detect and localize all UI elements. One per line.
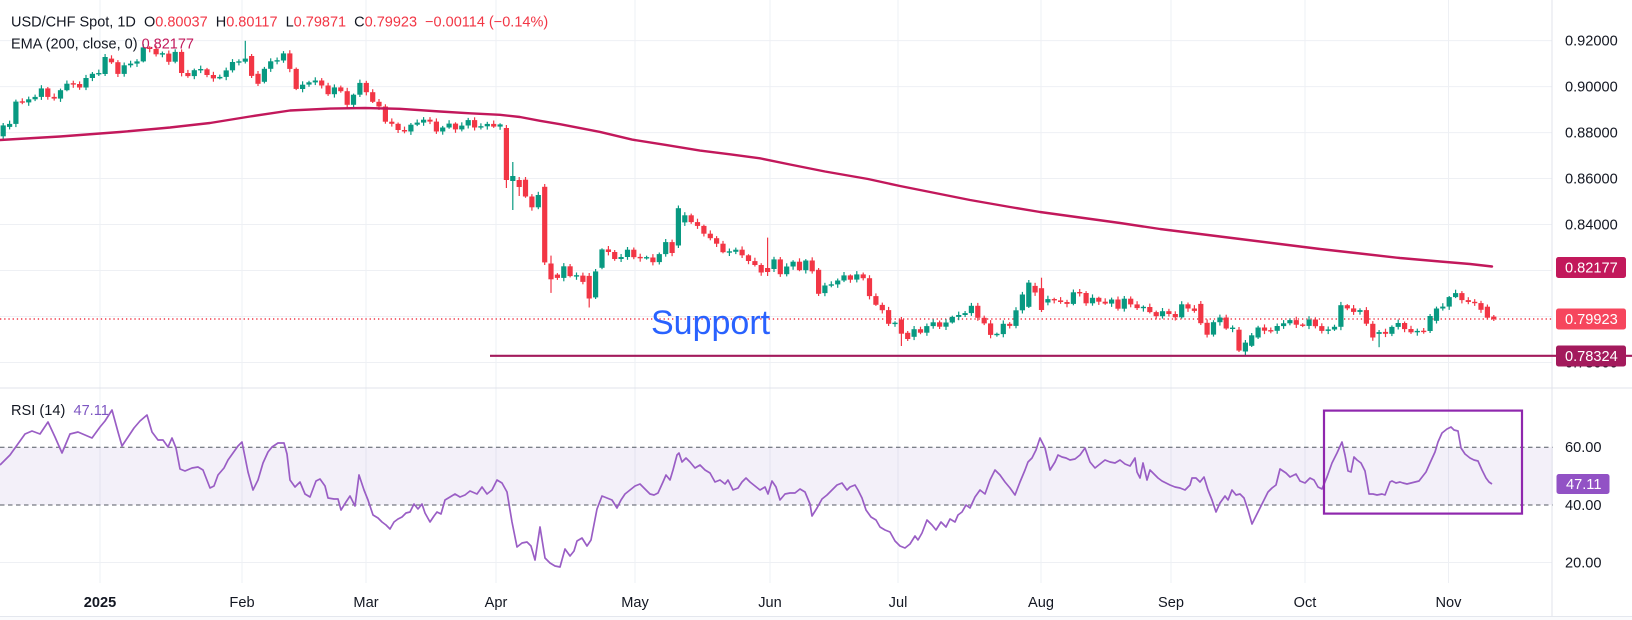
svg-text:Support: Support <box>651 304 771 342</box>
svg-text:Aug: Aug <box>1028 595 1054 611</box>
svg-text:Sep: Sep <box>1158 595 1184 611</box>
svg-text:20.00: 20.00 <box>1565 556 1602 572</box>
svg-text:0.84000: 0.84000 <box>1565 217 1618 233</box>
svg-text:Nov: Nov <box>1436 595 1463 611</box>
svg-text:Mar: Mar <box>353 595 378 611</box>
svg-text:Oct: Oct <box>1294 595 1317 611</box>
svg-text:EMA (200, close, 0) 0.82177: EMA (200, close, 0) 0.82177 <box>11 37 194 53</box>
svg-text:2025: 2025 <box>84 595 116 611</box>
svg-text:0.82177: 0.82177 <box>1565 260 1618 276</box>
svg-text:0.88000: 0.88000 <box>1565 125 1618 141</box>
svg-text:47.11: 47.11 <box>1566 477 1601 493</box>
svg-text:Jul: Jul <box>889 595 908 611</box>
svg-text:Feb: Feb <box>229 595 254 611</box>
svg-text:RSI (14) 47.11: RSI (14) 47.11 <box>11 403 109 419</box>
svg-text:0.86000: 0.86000 <box>1565 171 1618 187</box>
svg-text:0.78324: 0.78324 <box>1565 349 1618 365</box>
svg-text:0.90000: 0.90000 <box>1565 79 1618 95</box>
svg-text:0.92000: 0.92000 <box>1565 33 1618 49</box>
svg-text:USD/CHF Spot, 1D O0.80037 H0: USD/CHF Spot, 1D O0.80037 H0.80117 L0.79… <box>11 15 548 31</box>
svg-text:Jun: Jun <box>758 595 782 611</box>
svg-text:40.00: 40.00 <box>1565 498 1602 514</box>
svg-text:60.00: 60.00 <box>1565 440 1602 456</box>
svg-text:May: May <box>621 595 649 611</box>
svg-text:0.79923: 0.79923 <box>1565 312 1618 328</box>
svg-text:Apr: Apr <box>485 595 508 611</box>
